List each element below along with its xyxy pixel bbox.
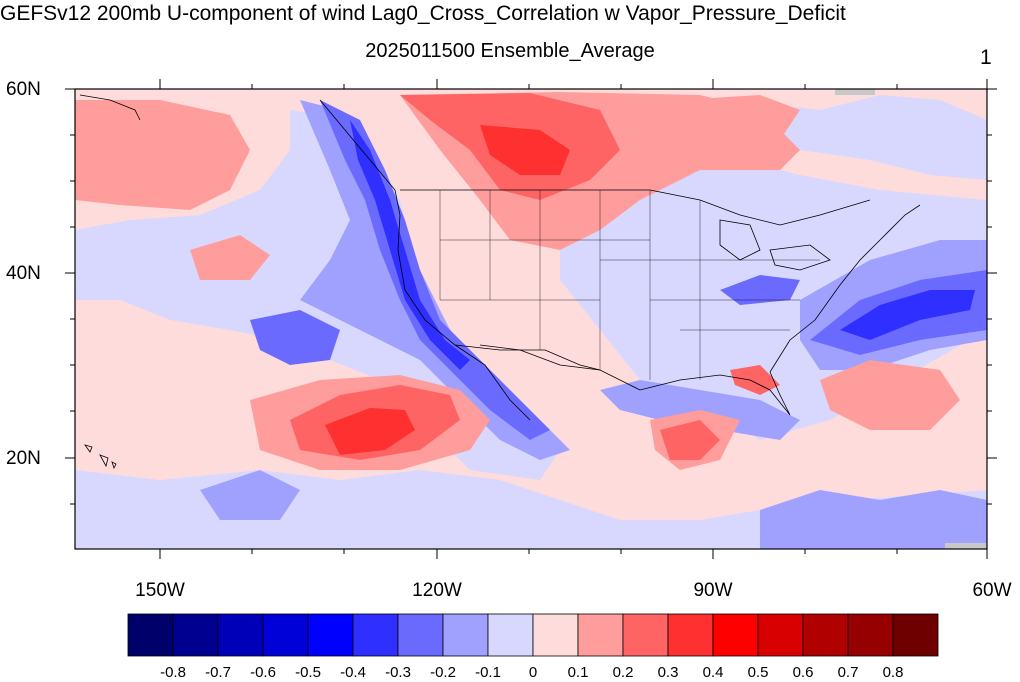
field-strong-positive-subtropical [325,408,415,455]
colorbar-tick-label: 0.6 [792,664,814,681]
state-borders [439,190,820,380]
field-weak-positive-north-east [680,95,800,145]
colorbar-swatch [667,613,714,657]
field-strong-negative-coast [350,120,470,370]
colorbar-tick-label: -0.5 [295,664,321,681]
field-weak-negative-southeast [760,490,987,549]
colorbar-swatch [757,613,804,657]
lon-label-90w: 90W [693,580,733,601]
plot-subtitle: 2025011500 Ensemble_Average [365,40,655,62]
colorbar-swatch [217,613,264,657]
field-weak-positive-east [820,360,960,430]
great-lakes [719,219,831,271]
colorbar-tick-label: -0.7 [205,664,231,681]
colorbar-swatch [622,613,669,657]
colorbar-swatch [802,613,849,657]
colorbar-tick-label: -0.3 [385,664,411,681]
field-neutral-negative-north [740,95,987,180]
colorbar-tick-label: 0 [528,664,538,681]
frame-number: 1 [980,46,992,69]
field-moderate-negative-offshore [250,310,340,365]
alaska-coast [79,94,141,121]
colorbar-swatch [262,613,309,657]
colorbar-swatch [487,613,534,657]
colorbar-tick-label: -0.2 [430,664,456,681]
colorbar-tick-label: 0.4 [702,664,724,681]
colorbar [127,613,939,657]
missing-data-top [835,89,875,95]
colorbar-swatch [712,613,759,657]
colorbar-swatch [847,613,894,657]
us-mexico-border [454,344,601,371]
field-moderate-negative-ohio [720,275,800,305]
field-neutral-negative-south [75,470,987,549]
colorbar-tick-label: 0.1 [567,664,589,681]
axis-ticks [65,79,997,559]
colorbar-swatch [307,613,354,657]
coastlines [79,94,921,470]
colorbar-swatch [577,613,624,657]
hawaii-islands [84,444,117,470]
lon-label-150w: 150W [135,580,185,601]
colorbar-tick-label: -0.4 [340,664,366,681]
colorbar-swatch [397,613,444,657]
colorbar-swatch [127,613,174,657]
colorbar-swatch [352,613,399,657]
colorbar-swatch [172,613,219,657]
colorbar-swatch [892,613,939,657]
plot-title: GEFSv12 200mb U-component of wind Lag0_C… [0,2,846,25]
colorbar-swatch [442,613,489,657]
colorbar-tick-label: 0.2 [612,664,634,681]
colorbar-tick-label: 0.7 [837,664,859,681]
colorbar-tick-label: -0.8 [160,664,186,681]
colorbar-tick-label: 0.5 [747,664,769,681]
field-moderate-positive-florida [730,365,780,395]
lon-label-60w: 60W [972,580,1012,601]
colorbar-tick-label: -0.1 [475,664,501,681]
east-coastline [769,204,921,373]
field-strong-negative-atlantic [840,290,975,340]
lon-label-120w: 120W [412,580,462,601]
colorbar-tick-label: 0.3 [657,664,679,681]
correlation-field [75,89,987,549]
missing-data-bottom [945,543,987,549]
field-strong-positive-canada [480,125,570,175]
colorbar-tick-label: -0.6 [250,664,276,681]
lat-label-40n: 40N [6,263,41,284]
lat-label-60n: 60N [6,79,41,100]
colorbar-tick-label: 0.8 [882,664,904,681]
west-coast-line [319,99,531,421]
field-moderate-positive-gulf [660,420,720,460]
colorbar-swatch [532,613,579,657]
field-weak-negative-pacific [200,470,300,520]
field-weak-positive-pacific-nw [75,100,250,210]
field-weak-positive-west-mid [190,235,270,280]
lat-label-20n: 20N [6,448,41,469]
